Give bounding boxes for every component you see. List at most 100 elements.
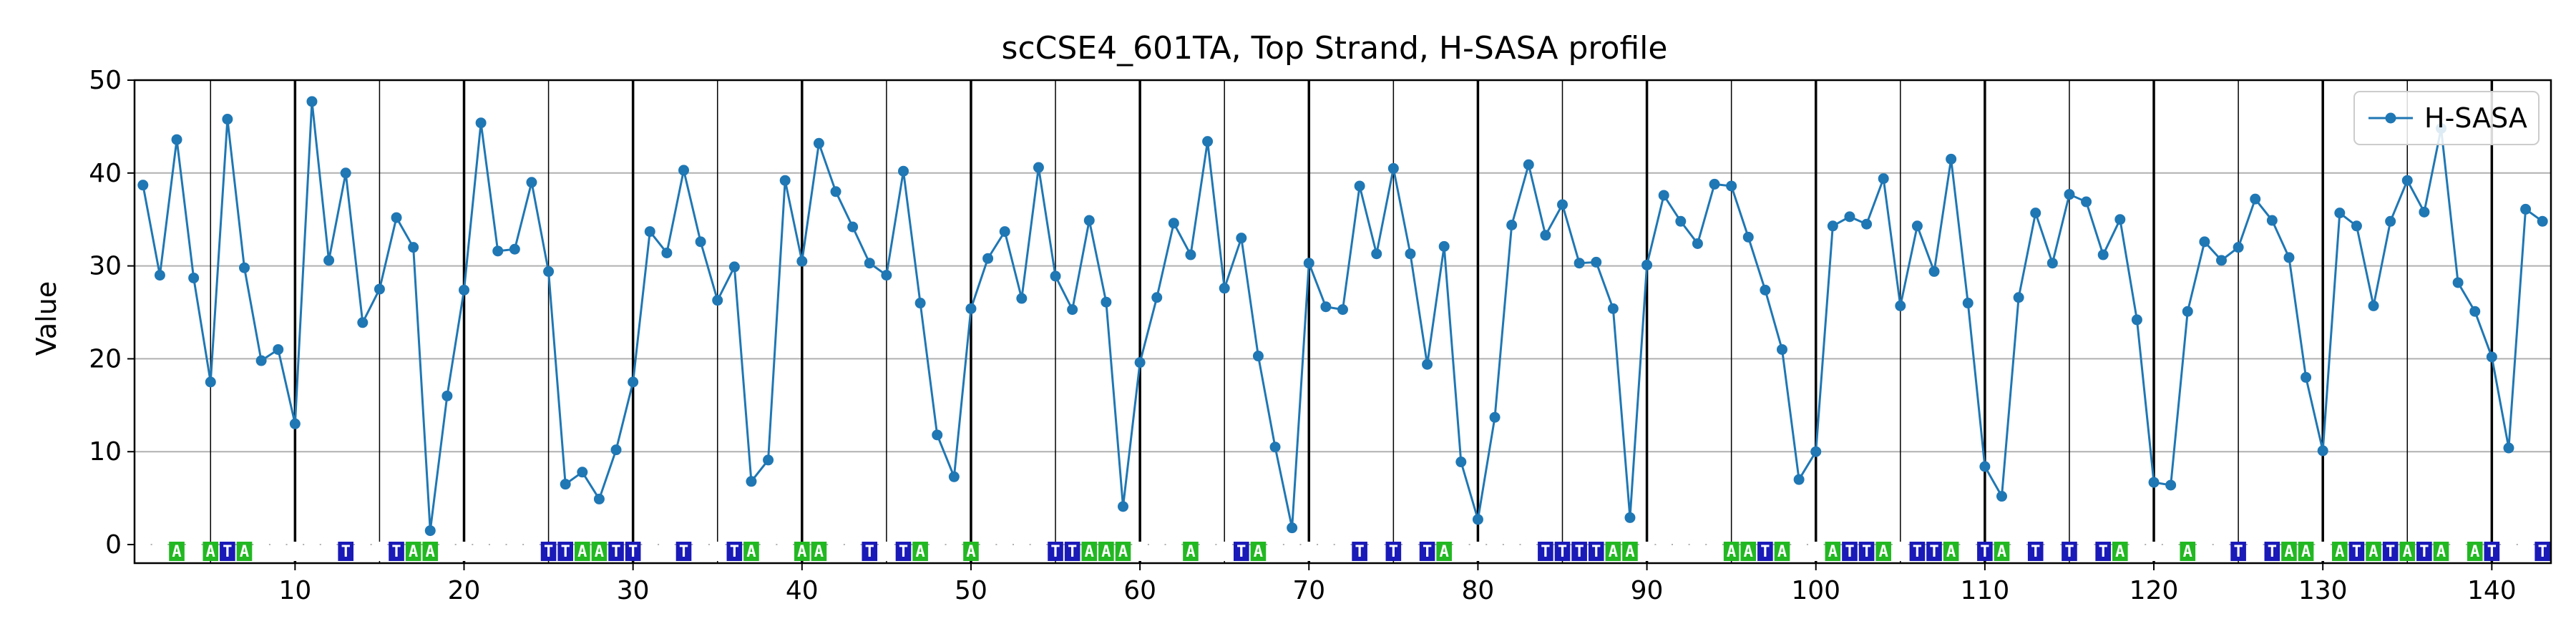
sequence-base-letter: T <box>1558 543 1567 561</box>
sequence-base-letter: G <box>442 543 452 561</box>
data-point <box>154 270 165 281</box>
data-point <box>2486 351 2497 363</box>
data-point <box>2351 220 2362 232</box>
grid-layer <box>135 79 2551 563</box>
sequence-base-letter: G <box>2014 543 2023 561</box>
data-point <box>2520 203 2532 215</box>
sequence-base-letter: A <box>595 543 604 561</box>
sequence-base-letter: G <box>1152 543 1161 561</box>
data-point <box>2030 208 2041 219</box>
x-tick-label: 20 <box>448 576 481 605</box>
sequence-base-letter: G <box>932 543 942 561</box>
sequence-base-letter: C <box>2082 543 2091 561</box>
data-point <box>2368 300 2379 311</box>
sequence-base-box <box>321 542 337 561</box>
sequence-base-box <box>456 542 472 561</box>
sequence-base-letter: T <box>2233 543 2243 561</box>
sequence-base-letter: C <box>2048 543 2057 561</box>
sequence-base-box <box>1521 542 1537 561</box>
tick-layer: 0 10 20 30 40 50 10 20 30 40 50 60 70 80 90 100 110 120 13… <box>89 66 2517 605</box>
sequence-base-box <box>2416 542 2432 561</box>
sequence-base-box <box>811 542 827 561</box>
sequence-base-box <box>591 542 608 561</box>
data-point <box>1506 220 1518 230</box>
sequence-base-letter: A <box>172 543 181 561</box>
data-point <box>2097 249 2109 260</box>
data-point <box>1911 220 1923 232</box>
sequence-base-box <box>1385 542 1402 561</box>
sequence-base-box <box>1234 542 1249 561</box>
data-point <box>289 418 301 429</box>
data-point <box>1033 162 1044 173</box>
sequence-base-letter: A <box>426 543 435 561</box>
data-point <box>1354 180 1365 192</box>
sequence-base-letter: T <box>1050 543 1060 561</box>
sequence-base-box <box>2247 542 2263 561</box>
sequence-base-box <box>236 542 253 561</box>
sequence-base-box <box>1352 542 1367 561</box>
sequence-base-letter: T <box>730 543 739 561</box>
sequence-base-box <box>2062 542 2077 561</box>
sequence-base-letter: G <box>459 543 469 561</box>
sequence-base-box <box>1807 542 1824 561</box>
data-point <box>881 270 892 281</box>
sequence-base-letter: T <box>679 543 688 561</box>
sequence-base-box <box>1943 542 1959 561</box>
sequence-base-letter: G <box>831 543 840 561</box>
sequence-base-letter: G <box>1490 543 1499 561</box>
sequence-base-box <box>152 542 168 561</box>
data-point <box>1287 522 1298 534</box>
data-point <box>2334 208 2346 219</box>
data-point <box>1641 259 1653 270</box>
sequence-base-letter: G <box>763 543 773 561</box>
sequence-base-letter: G <box>2217 543 2226 561</box>
sequence-base-box <box>1893 542 1908 561</box>
sequence-base-letter: G <box>1794 543 1803 561</box>
sequence-base-box <box>862 542 878 561</box>
sequence-base-letter: G <box>1287 543 1297 561</box>
data-point <box>1101 296 1112 308</box>
sequence-base-box <box>1183 542 1199 561</box>
data-point <box>2216 255 2227 266</box>
sequence-base-letter: C <box>476 543 485 561</box>
sequence-base-letter: A <box>2183 543 2192 561</box>
y-tick-label: 10 <box>89 437 122 467</box>
legend-box <box>2353 91 2540 145</box>
sequence-base-box <box>2298 542 2314 561</box>
data-point <box>628 376 639 388</box>
sequence-base-box <box>1148 542 1165 561</box>
y-tick-label: 0 <box>105 530 122 560</box>
sequence-base-letter: C <box>1034 543 1043 561</box>
sequence-base-box <box>1081 542 1098 561</box>
sequence-base-box <box>507 542 523 561</box>
sequence-base-box <box>1774 542 1790 561</box>
sequence-base-letter: C <box>1338 543 1347 561</box>
sequence-base-letter: T <box>2099 543 2108 561</box>
sequence-base-box <box>1622 542 1638 561</box>
sequence-base-letter: C <box>2166 543 2175 561</box>
sequence-base-letter: G <box>1524 543 1533 561</box>
data-point <box>1607 303 1619 314</box>
data-point <box>914 298 926 309</box>
legend[interactable]: H-SASA <box>2353 91 2540 145</box>
data-point <box>932 429 943 441</box>
sequence-base-box <box>743 542 759 561</box>
sequence-base-box <box>405 542 421 561</box>
sequence-base-box <box>2162 542 2179 561</box>
sequence-base-letter: A <box>1440 543 1449 561</box>
sequence-base-letter: T <box>865 543 874 561</box>
sequence-base-box <box>1689 542 1706 561</box>
sequence-base-box <box>2467 542 2483 561</box>
data-point <box>205 376 216 388</box>
x-tick-label: 30 <box>617 576 650 605</box>
sequence-base-letter: A <box>2115 543 2124 561</box>
data-point <box>1219 283 1230 294</box>
sequence-base-box <box>473 542 489 561</box>
sequence-base-box <box>912 542 928 561</box>
data-point <box>391 212 402 223</box>
data-point <box>1692 238 1703 249</box>
data-point <box>188 272 200 283</box>
sequence-base-box <box>1571 542 1587 561</box>
sequence-base-box <box>1064 542 1080 561</box>
sequence-base-box <box>1199 542 1216 561</box>
